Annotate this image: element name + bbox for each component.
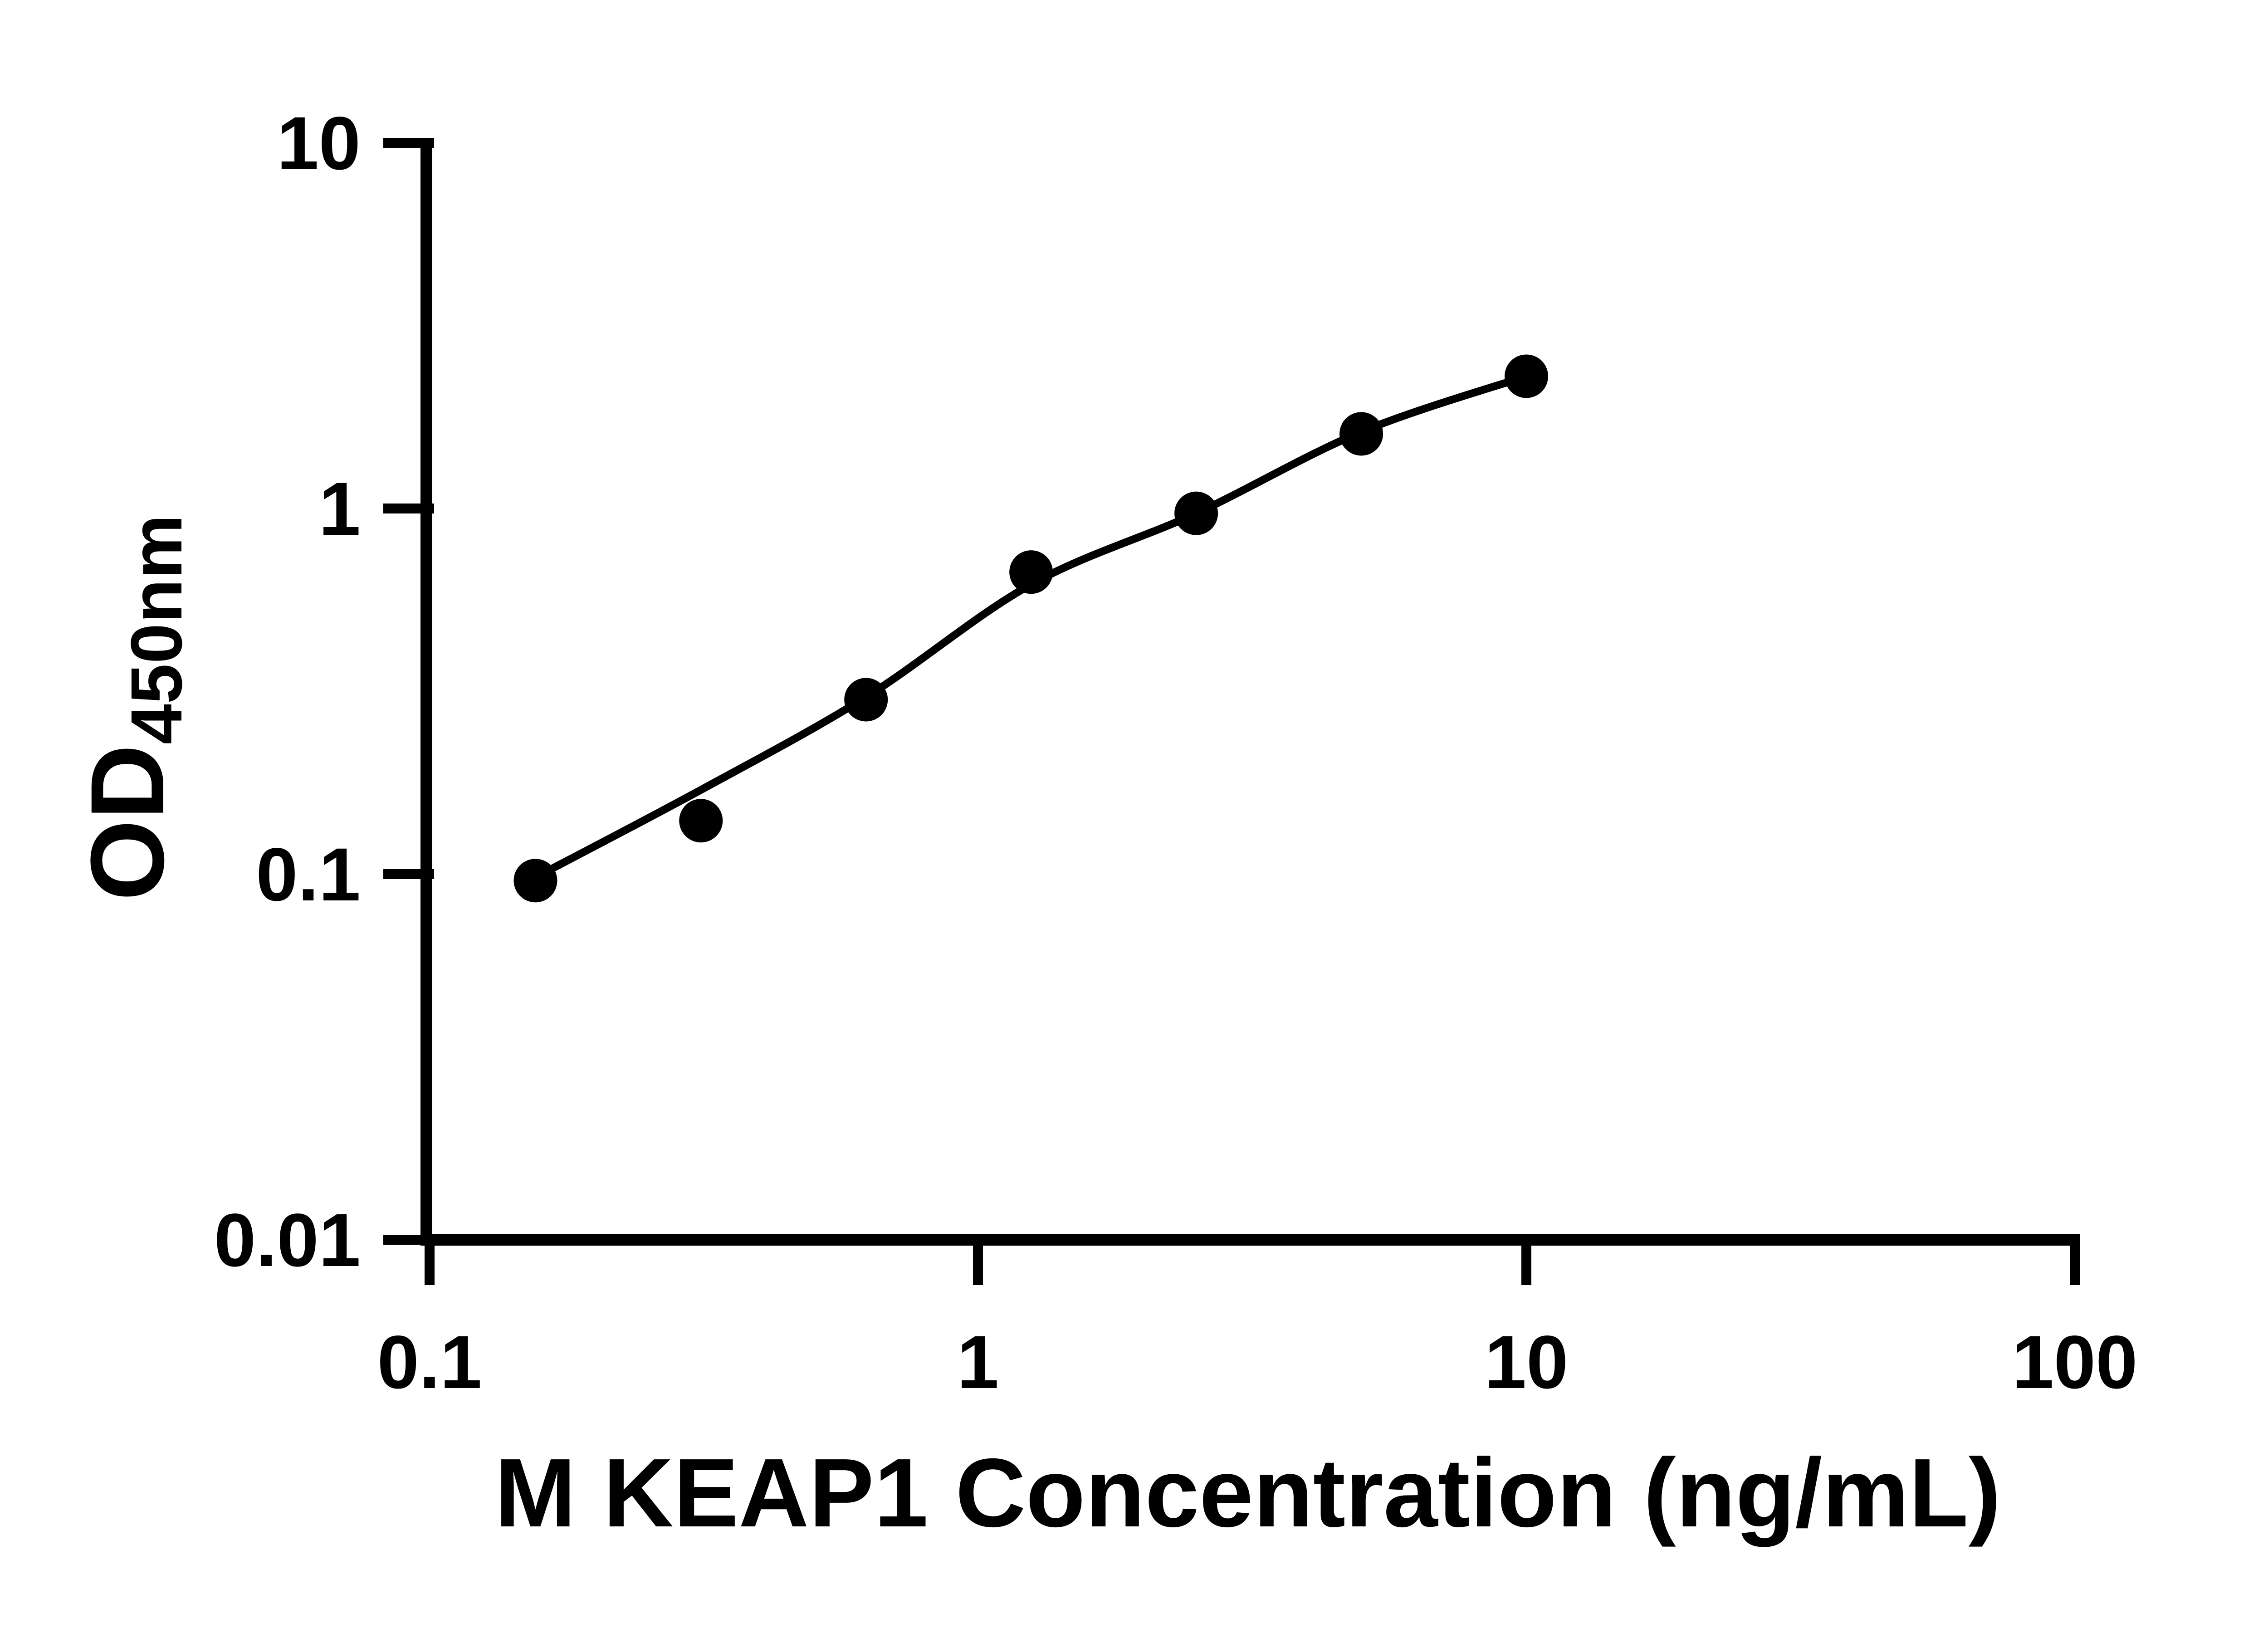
- y-axis-title-subscript: 450nm: [116, 514, 197, 744]
- data-point-marker: [1339, 412, 1383, 456]
- x-tick-label: 0.1: [377, 1320, 482, 1404]
- y-axis-title-base: OD: [69, 744, 186, 901]
- data-point-marker: [1174, 491, 1218, 535]
- data-point-marker: [679, 799, 723, 843]
- y-axis-title: OD450nm: [69, 514, 197, 901]
- y-axis-tick-labels: 10 1 0.1 0.01: [214, 102, 361, 1282]
- x-axis-title: M KEAP1 Concentration (ng/mL): [495, 1438, 2001, 1547]
- x-tick-label: 10: [1485, 1320, 1569, 1404]
- x-axis-ticks: [425, 1235, 2080, 1285]
- data-point-marker: [1505, 354, 1548, 398]
- y-tick-label: 0.1: [256, 833, 361, 917]
- x-axis-tick-labels: 0.1 1 10 100: [377, 1320, 2138, 1404]
- y-tick-label: 1: [319, 467, 361, 551]
- x-tick-label: 1: [957, 1320, 999, 1404]
- y-tick-label: 0.01: [214, 1198, 361, 1282]
- y-tick-label: 10: [277, 102, 361, 186]
- data-point-marker: [1009, 550, 1053, 594]
- data-point-marker: [844, 678, 888, 722]
- data-points: [513, 354, 1548, 903]
- y-axis-ticks: [383, 138, 434, 1245]
- x-tick-label: 100: [2012, 1320, 2138, 1404]
- data-point-marker: [513, 859, 557, 903]
